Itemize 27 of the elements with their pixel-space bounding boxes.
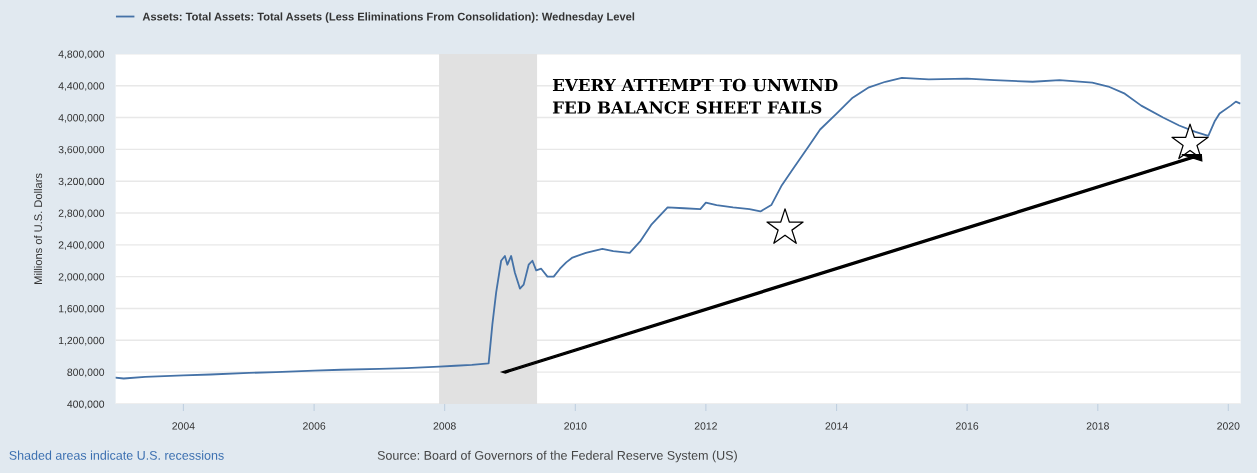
x-tick-label: 2018 [1086, 422, 1109, 430]
y-tick-label: 1,600,000 [58, 304, 105, 314]
x-tick-label: 2008 [433, 422, 456, 430]
y-tick-label: 2,400,000 [58, 241, 105, 250]
annotation: EVERY ATTEMPT TO UNWIND FED BALANCE SHEET FAILS [552, 78, 838, 114]
x-tick-label: 2020 [1217, 422, 1240, 430]
y-axis-title: Millions of U.S. Dollars [33, 173, 43, 284]
x-tick-label: 2014 [825, 422, 848, 430]
x-tick-label: 2006 [303, 422, 326, 430]
text: Shaded areas indicate U.S. recessions [9, 450, 224, 460]
y-tick-label: 3,600,000 [58, 145, 105, 155]
y-tick-label: 3,200,000 [58, 177, 105, 187]
y-tick-label: 2,800,000 [58, 209, 105, 219]
y-tick-label: 400,000 [67, 400, 105, 410]
y-tick-label: 800,000 [67, 368, 105, 378]
x-tick-label: 2004 [172, 422, 195, 430]
y-tick-label: 2,000,000 [58, 273, 105, 282]
line-series [115, 76, 1241, 380]
x-tick-label: 2012 [694, 422, 717, 430]
y-tick-label: 4,800,000 [58, 50, 105, 60]
source-note: Source: Board of Governors of the Federal Reserve System (US) [377, 450, 737, 463]
y-tick-label: 4,400,000 [58, 82, 105, 91]
y-tick-label: 4,000,000 [58, 114, 105, 123]
y-tick-label: 1,200,000 [58, 336, 105, 346]
x-tick-label: 2010 [564, 422, 587, 430]
x-tick-label: 2016 [956, 422, 979, 430]
legend-label: Assets: Total Assets: Total Assets (Less Eliminations From Consolidation): Wednesday Level [142, 12, 635, 23]
